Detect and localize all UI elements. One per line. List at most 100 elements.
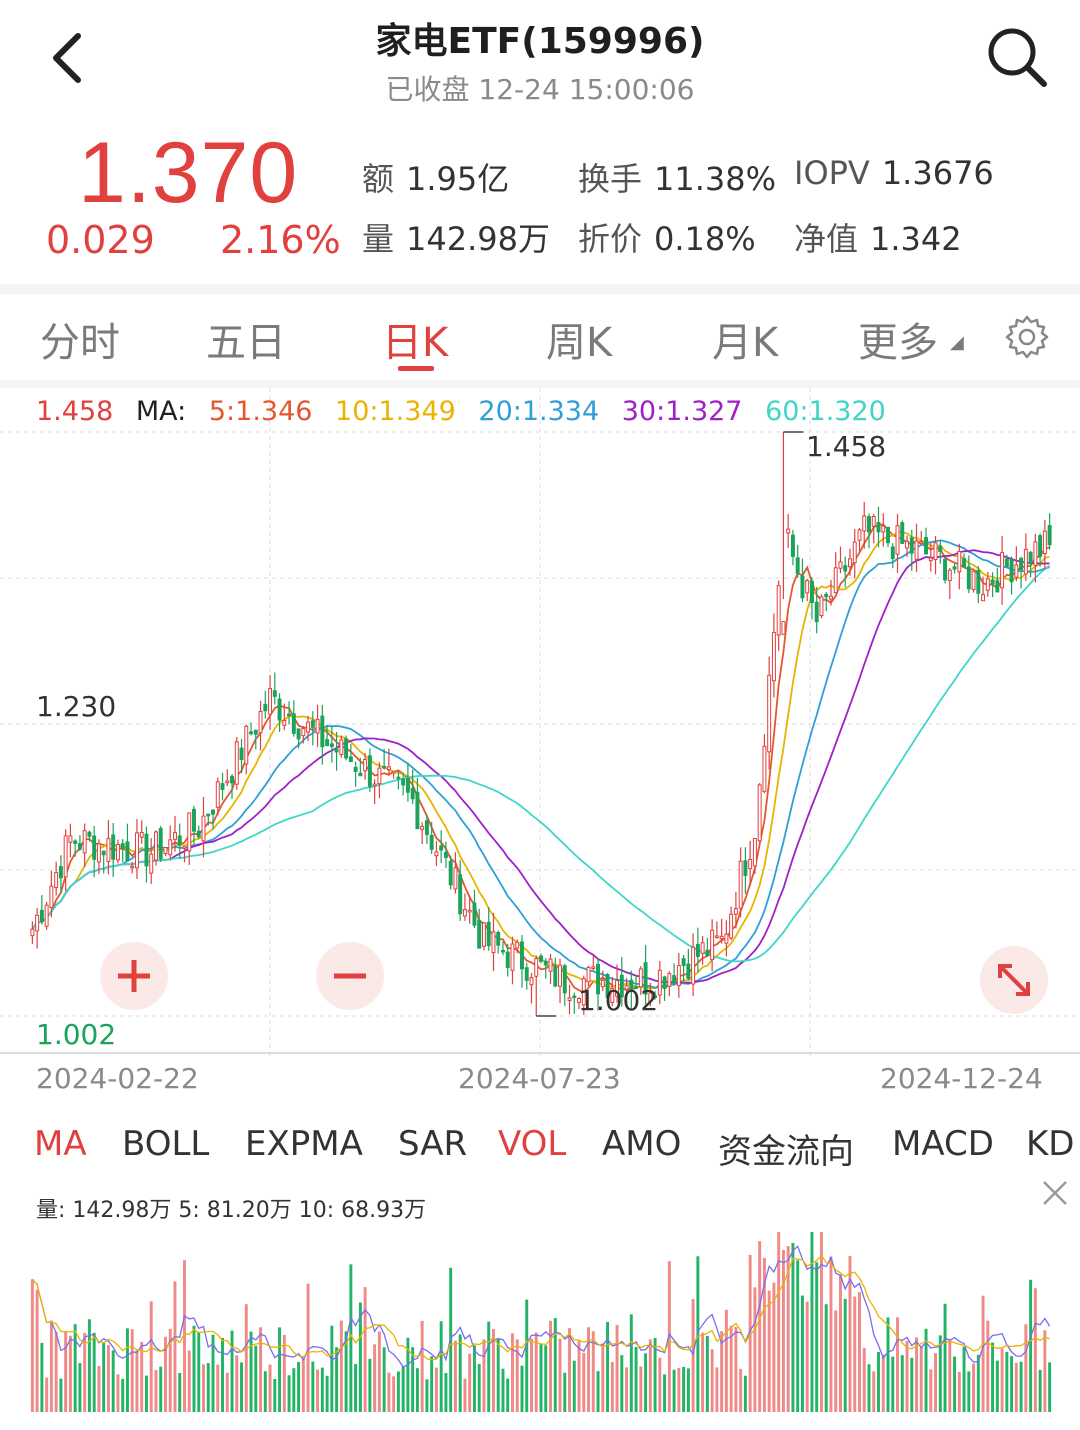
volume-bar: [496, 1339, 500, 1412]
candle-body: [681, 958, 686, 966]
candle-body: [567, 997, 572, 1001]
volume-bar: [753, 1287, 757, 1412]
candle-body: [596, 963, 601, 995]
candle-body: [795, 557, 800, 574]
candle-body: [215, 781, 220, 808]
candle-body: [852, 541, 857, 564]
candlestick-chart[interactable]: [0, 388, 1080, 1060]
volume-bar: [587, 1327, 591, 1412]
close-icon[interactable]: [1040, 1178, 1070, 1208]
candle-body: [619, 974, 624, 998]
volume-bar: [368, 1358, 372, 1412]
candle-body: [876, 522, 881, 533]
volume-bar: [144, 1375, 148, 1412]
candle-body: [481, 922, 486, 947]
indicator-tab-amo[interactable]: AMO: [602, 1124, 682, 1164]
candle-body: [206, 813, 211, 817]
candle-body: [529, 977, 534, 986]
indicator-tab-capital-flow[interactable]: 资金流向: [718, 1132, 854, 1172]
candle-body: [800, 575, 805, 599]
candle-body: [310, 720, 315, 728]
candle-body: [54, 872, 59, 889]
indicator-tab-vol[interactable]: VOL: [498, 1124, 567, 1164]
candle-body: [919, 541, 924, 544]
volume-bar: [582, 1352, 586, 1412]
tab-monthly-k[interactable]: 月K: [712, 320, 779, 366]
volume-bar: [929, 1369, 933, 1412]
tab-more[interactable]: 更多: [858, 320, 938, 366]
tab-intraday[interactable]: 分时: [40, 320, 120, 366]
candle-body: [315, 718, 320, 734]
candle-body: [92, 835, 97, 860]
volume-bar: [501, 1368, 505, 1412]
volume-bar: [762, 1257, 766, 1412]
zoom-in-button[interactable]: [100, 942, 168, 1010]
volume-bar: [924, 1328, 928, 1412]
volume-bar: [663, 1374, 667, 1412]
ma5-line: [31, 523, 1050, 995]
x-axis-date-end: 2024-12-24: [880, 1062, 1043, 1095]
x-axis-date-start: 2024-02-22: [36, 1062, 199, 1095]
candle-body: [415, 791, 420, 830]
volume-bar: [354, 1363, 358, 1412]
volume-bar: [225, 1372, 229, 1412]
indicator-tab-ma[interactable]: MA: [34, 1124, 87, 1164]
indicator-tab-macd[interactable]: MACD: [892, 1124, 994, 1164]
indicator-tab-boll[interactable]: BOLL: [122, 1124, 210, 1164]
candle-body: [173, 832, 177, 840]
volume-bar: [154, 1370, 158, 1412]
candle-body: [1033, 541, 1038, 566]
volume-bar: [530, 1338, 533, 1412]
candle-body: [895, 525, 900, 555]
candle-body: [420, 825, 425, 830]
candle-body: [648, 992, 653, 1002]
candle-body: [657, 969, 662, 996]
candle-body: [781, 621, 786, 635]
fullscreen-button[interactable]: [980, 946, 1048, 1014]
volume-chart: [30, 1232, 1052, 1412]
ma-legend: 1.458 MA: 5:1.346 10:1.349 20:1.334 30:1…: [36, 396, 900, 427]
candle-body: [453, 867, 458, 890]
volume-bar: [78, 1363, 82, 1412]
candle-body: [111, 834, 116, 860]
candle-body: [87, 831, 92, 837]
candle-body: [539, 955, 543, 962]
candle-body: [943, 558, 948, 581]
volume-bar: [934, 1353, 938, 1412]
volume-bar: [853, 1296, 857, 1412]
candle-body: [581, 978, 586, 1006]
candle-body: [391, 771, 396, 774]
gear-icon[interactable]: [1004, 314, 1050, 360]
candle-body: [268, 687, 273, 715]
indicator-tab-expma[interactable]: EXPMA: [245, 1124, 363, 1164]
volume-bar: [625, 1367, 629, 1412]
tab-five-day[interactable]: 五日: [206, 320, 286, 366]
volume-bar: [1048, 1362, 1052, 1412]
volume-bar: [739, 1368, 743, 1412]
candle-body: [44, 904, 49, 927]
candle-body: [149, 853, 154, 874]
volume-bar: [777, 1232, 781, 1412]
volume-bar: [444, 1373, 448, 1412]
candle-body: [35, 914, 40, 932]
tab-daily-k[interactable]: 日K: [382, 320, 449, 366]
search-icon[interactable]: [982, 22, 1052, 92]
candle-body: [548, 958, 553, 972]
volume-bar: [743, 1375, 747, 1412]
ma30-line: [31, 549, 1050, 984]
candle-body: [881, 525, 886, 533]
candle-body: [828, 595, 833, 600]
candle-body: [966, 566, 971, 590]
indicator-tab-sar[interactable]: SAR: [398, 1124, 468, 1164]
candle-body: [320, 715, 325, 748]
candle-body: [719, 935, 724, 940]
indicator-tab-kd[interactable]: KD: [1026, 1124, 1074, 1164]
volume-bar: [164, 1336, 167, 1412]
back-arrow-icon[interactable]: [40, 28, 100, 88]
candle-body: [871, 515, 876, 527]
zoom-out-button[interactable]: [316, 942, 384, 1010]
tab-weekly-k[interactable]: 周K: [546, 320, 613, 366]
volume-bar: [425, 1379, 429, 1412]
volume-bar: [249, 1331, 253, 1412]
candle-body: [377, 767, 382, 785]
